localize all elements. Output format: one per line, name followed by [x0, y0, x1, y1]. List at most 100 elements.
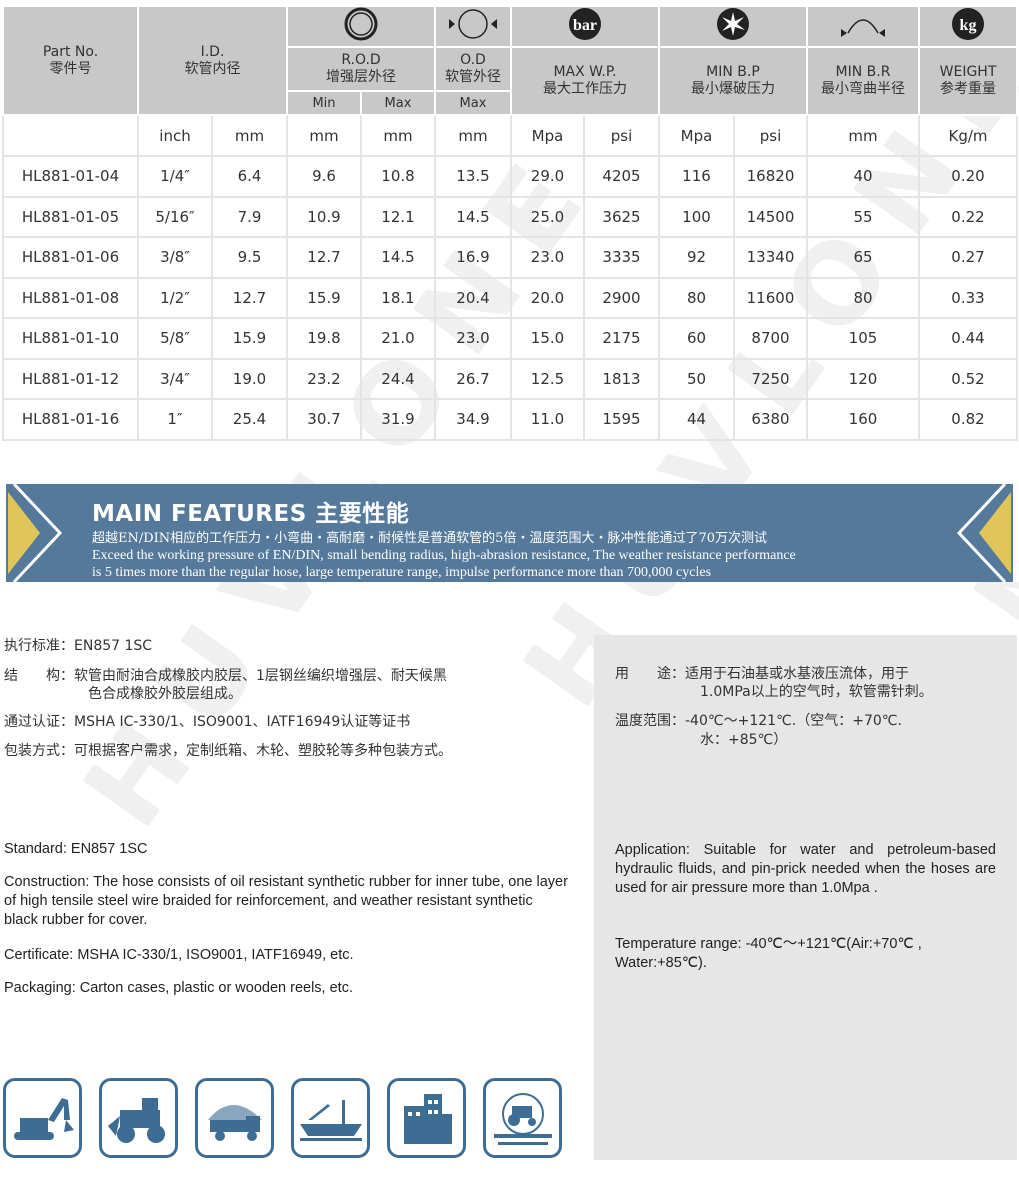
- header-part-no: Part No. 零件号: [2, 5, 139, 116]
- table-cell: 0.22: [918, 195, 1018, 238]
- table-cell: 13340: [733, 236, 808, 279]
- table-cell: 19.8: [286, 317, 362, 360]
- table-cell: 12.5: [510, 357, 585, 400]
- table-cell: 20.0: [510, 276, 585, 319]
- table-cell: 13.5: [434, 155, 512, 198]
- table-cell: 44: [658, 398, 735, 441]
- table-cell: 15.9: [211, 317, 288, 360]
- table-cell: 12.7: [286, 236, 362, 279]
- part-number-cell: HL881-01-04: [2, 155, 139, 198]
- table-cell: 105: [806, 317, 920, 360]
- table-cell: 16820: [733, 155, 808, 198]
- header-rod-min: Min: [286, 90, 362, 116]
- unit-cell: mm: [211, 114, 288, 157]
- unit-cell: inch: [137, 114, 213, 157]
- header-weight: WEIGHT 参考重量: [918, 46, 1018, 116]
- table-cell: 21.0: [360, 317, 436, 360]
- table-cell: 0.82: [918, 398, 1018, 441]
- table-cell: 34.9: [434, 398, 512, 441]
- table-cell: 1813: [583, 357, 660, 400]
- unit-cell: Mpa: [658, 114, 735, 157]
- table-cell: 3/8″: [137, 236, 213, 279]
- table-cell: 4205: [583, 155, 660, 198]
- cn-use-2: 1.0MPa以上的空气时，软管需针刺。: [700, 684, 933, 700]
- table-cell: 12.1: [360, 195, 436, 238]
- table-cell: 23.2: [286, 357, 362, 400]
- od-icon: [434, 5, 512, 48]
- table-cell: 10.9: [286, 195, 362, 238]
- spec-table: Part No. 零件号 I.D. 软管内径 bar kg R.O.D 增强层外径 O…: [2, 5, 1018, 441]
- svg-text:bar: bar: [573, 17, 597, 34]
- cn-use: 用 途：适用于石油基或水基液压流体，用于: [615, 666, 909, 682]
- table-cell: 29.0: [510, 155, 585, 198]
- units-row: inch mm mm mm mm Mpa psi Mpa psi mm Kg/m: [2, 114, 1018, 157]
- table-cell: 3335: [583, 236, 660, 279]
- table-cell: 6.4: [211, 155, 288, 198]
- table-row: HL881-01-06 3/8″ 9.5 12.7 14.5 16.9 23.0 3335 92…: [2, 236, 1018, 279]
- table-cell: 23.0: [434, 317, 512, 360]
- table-cell: 65: [806, 236, 920, 279]
- unit-cell: mm: [286, 114, 362, 157]
- banner-en-1: Exceed the working pressure of EN/DIN, s…: [92, 548, 796, 563]
- table-cell: 3/4″: [137, 357, 213, 400]
- table-cell: 0.44: [918, 317, 1018, 360]
- cn-temp-2: 水：+85℃）: [700, 732, 788, 748]
- table-cell: 80: [658, 276, 735, 319]
- unit-cell: Kg/m: [918, 114, 1018, 157]
- rod-icon: [286, 5, 436, 48]
- table-cell: 7250: [733, 357, 808, 400]
- tractor-farm-icon: [483, 1078, 562, 1158]
- en-certificate: Certificate: MSHA IC-330/1, ISO9001, IAT…: [4, 947, 354, 963]
- table-row: HL881-01-12 3/4″ 19.0 23.2 24.4 26.7 12.5 1813 5…: [2, 357, 1018, 400]
- part-number-cell: HL881-01-16: [2, 398, 139, 441]
- table-cell: 55: [806, 195, 920, 238]
- cn-structure-2: 色合成橡胶外胶层组成。: [88, 686, 242, 702]
- en-application: Application: Suitable for water and petr…: [615, 842, 996, 896]
- wheel-loader-icon: [99, 1078, 178, 1158]
- cn-pack: 包装方式：可根据客户需求，定制纸箱、木轮、塑胶轮等多种包装方式。: [4, 743, 452, 759]
- table-row: HL881-01-05 5/16″ 7.9 10.9 12.1 14.5 25.0 3625 1…: [2, 195, 1018, 238]
- unit-cell: [2, 114, 139, 157]
- unit-cell: Mpa: [510, 114, 585, 157]
- table-cell: 15.9: [286, 276, 362, 319]
- table-cell: 80: [806, 276, 920, 319]
- table-cell: 100: [658, 195, 735, 238]
- en-standard: Standard: EN857 1SC: [4, 841, 148, 857]
- table-cell: 0.52: [918, 357, 1018, 400]
- table-row: HL881-01-08 1/2″ 12.7 15.9 18.1 20.4 20.0 2900 8…: [2, 276, 1018, 319]
- banner-en-2: is 5 times more than the regular hose, l…: [92, 565, 712, 580]
- building-icon: [387, 1078, 466, 1158]
- table-cell: 18.1: [360, 276, 436, 319]
- table-cell: 0.20: [918, 155, 1018, 198]
- table-cell: 11600: [733, 276, 808, 319]
- burst-icon: [658, 5, 808, 48]
- banner-cn: 超越EN/DIN相应的工作压力・小弯曲・高耐磨・耐候性是普通软管的5倍・温度范围…: [92, 531, 767, 546]
- header-mwp: MAX W.P. 最大工作压力: [510, 46, 660, 116]
- table-cell: 24.4: [360, 357, 436, 400]
- header-mbr: MIN B.R 最小弯曲半径: [806, 46, 920, 116]
- table-cell: 116: [658, 155, 735, 198]
- table-cell: 50: [658, 357, 735, 400]
- table-cell: 20.4: [434, 276, 512, 319]
- table-cell: 5/8″: [137, 317, 213, 360]
- table-cell: 7.9: [211, 195, 288, 238]
- ship-crane-icon: [291, 1078, 370, 1158]
- excavator-icon: [3, 1078, 82, 1158]
- table-cell: 60: [658, 317, 735, 360]
- table-cell: 25.4: [211, 398, 288, 441]
- chevron-right-decoration-icon: [0, 484, 63, 582]
- table-cell: 120: [806, 357, 920, 400]
- table-cell: 40: [806, 155, 920, 198]
- table-row: HL881-01-04 1/4″ 6.4 9.6 10.8 13.5 29.0 4205 116…: [2, 155, 1018, 198]
- table-cell: 1/2″: [137, 276, 213, 319]
- right-panel: [594, 635, 1017, 1160]
- table-cell: 0.27: [918, 236, 1018, 279]
- table-cell: 14500: [733, 195, 808, 238]
- en-temperature: Temperature range: -40℃～+121℃(Air:+70℃ ,…: [615, 936, 922, 971]
- header-rod: R.O.D 增强层外径: [286, 46, 436, 92]
- bar-icon: bar: [510, 5, 660, 48]
- table-cell: 9.5: [211, 236, 288, 279]
- table-row: HL881-01-16 1″ 25.4 30.7 31.9 34.9 11.0 1595 44 6…: [2, 398, 1018, 441]
- main-features-banner: MAIN FEATURES 主要性能 超越EN/DIN相应的工作压力・小弯曲・高…: [0, 484, 1019, 582]
- table-cell: 2175: [583, 317, 660, 360]
